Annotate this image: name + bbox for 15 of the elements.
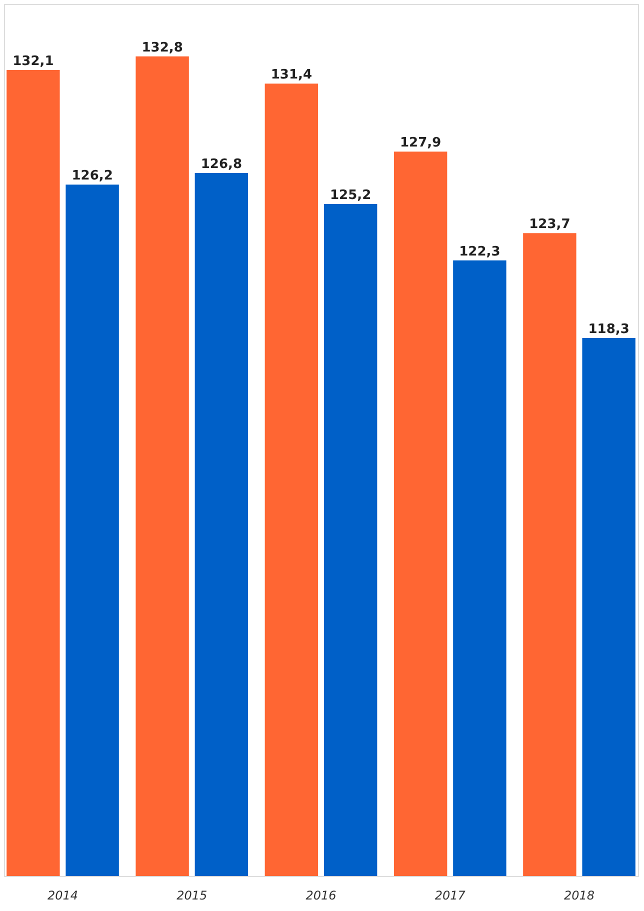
x-tick-label: 2015 <box>176 888 208 902</box>
data-label: 127,9 <box>400 136 442 151</box>
x-tick-label: 2014 <box>47 888 78 902</box>
data-label: 122,3 <box>459 244 500 260</box>
data-label: 118,3 <box>588 322 630 338</box>
data-label: 132,8 <box>142 40 183 56</box>
data-label: 123,7 <box>529 217 570 232</box>
data-label: 132,1 <box>12 54 54 70</box>
x-tick-label: 2016 <box>306 888 337 902</box>
data-label: 125,2 <box>330 188 372 204</box>
x-tick-label: 2017 <box>434 888 466 902</box>
data-label: 126,2 <box>72 168 113 184</box>
data-label: 131,4 <box>270 68 312 83</box>
data-label: 126,8 <box>200 156 242 172</box>
x-tick-label: 2018 <box>564 888 595 902</box>
